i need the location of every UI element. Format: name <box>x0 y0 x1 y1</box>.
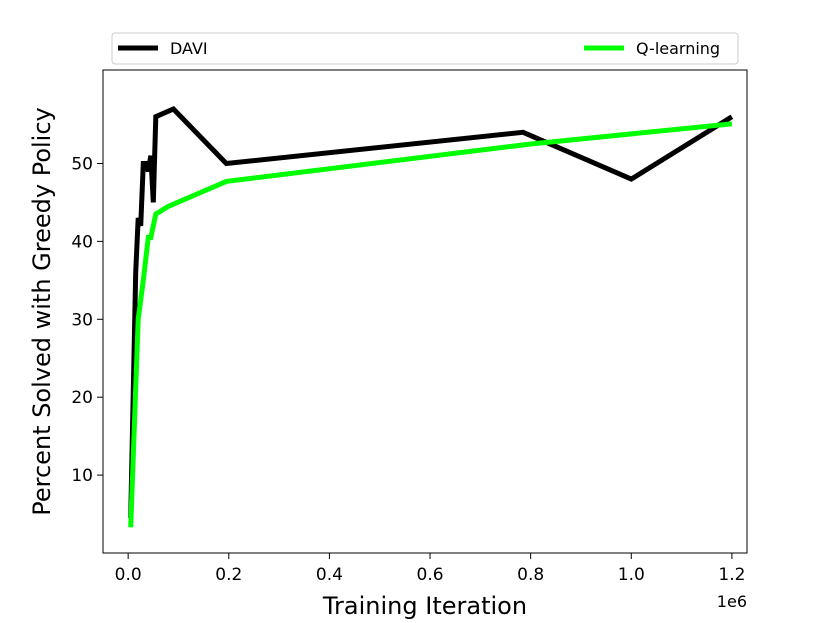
y-tick-label: 40 <box>71 232 93 252</box>
x-tick-label: 0.0 <box>115 565 142 585</box>
legend: DAVI Q-learning <box>111 32 739 65</box>
x-tick-label: 0.4 <box>316 565 343 585</box>
series-line-davi <box>128 106 734 518</box>
x-tick-label: 1.2 <box>718 565 745 585</box>
x-axis-ticks: 0.0 0.2 0.4 0.6 0.8 1.0 1.2 <box>115 553 745 585</box>
x-axis-offset-label: 1e6 <box>717 592 747 611</box>
x-axis-title: Training Iteration <box>322 592 527 620</box>
x-tick-label: 0.8 <box>517 565 544 585</box>
plot-frame <box>102 69 748 554</box>
series-line-q-learning <box>128 121 733 528</box>
legend-label-davi: DAVI <box>170 39 208 58</box>
legend-box <box>111 32 739 65</box>
y-tick-label: 10 <box>71 466 93 486</box>
x-tick-label: 1.0 <box>618 565 645 585</box>
x-tick-label: 0.6 <box>417 565 444 585</box>
legend-label-q-learning: Q-learning <box>636 39 720 58</box>
x-tick-label: 0.2 <box>215 565 242 585</box>
series-layer <box>128 106 734 528</box>
y-axis-ticks: 10 20 30 40 50 <box>71 154 103 486</box>
y-tick-label: 20 <box>71 388 93 408</box>
y-tick-label: 30 <box>71 310 93 330</box>
plot-area <box>102 69 748 554</box>
y-axis-title: Percent Solved with Greedy Policy <box>28 107 56 515</box>
y-tick-label: 50 <box>71 154 93 174</box>
